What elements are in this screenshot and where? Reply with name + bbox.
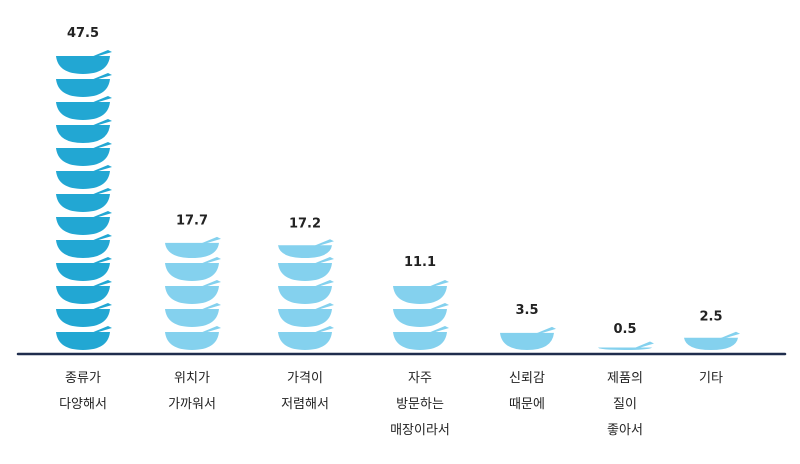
bar-6: [598, 341, 654, 350]
bar-3: [278, 239, 334, 350]
category-label: 제품의: [607, 371, 643, 386]
bowl-icon: [56, 171, 110, 189]
spoon-icon: [91, 142, 112, 150]
category-label: 기타: [699, 371, 723, 386]
bowl-icon: [56, 56, 110, 74]
bowl-icon: [393, 309, 447, 327]
bowl-icon: [500, 332, 554, 350]
spoon-icon: [91, 165, 112, 173]
bowl-icon: [684, 337, 738, 350]
spoon-icon: [428, 280, 449, 288]
category-label: 가까워서: [168, 397, 216, 412]
spoon-icon: [313, 257, 334, 265]
spoon-icon: [91, 303, 112, 311]
spoon-icon: [91, 280, 112, 288]
bowl-icon: [278, 309, 332, 327]
bars-layer: [56, 50, 740, 350]
category-label: 다양해서: [59, 397, 107, 412]
spoon-icon: [91, 257, 112, 265]
bowl-icon: [278, 286, 332, 304]
bowl-icon: [393, 332, 447, 350]
spoon-icon: [91, 326, 112, 334]
category-label: 저렴해서: [281, 397, 329, 412]
value-label: 17.2: [289, 217, 321, 232]
category-label: 매장이라서: [390, 423, 450, 438]
spoon-icon: [428, 326, 449, 334]
spoon-icon: [91, 188, 112, 196]
bowl-icon: [278, 263, 332, 281]
spoon-icon: [633, 341, 654, 349]
spoon-icon: [428, 303, 449, 311]
spoon-icon: [200, 257, 221, 265]
category-label: 방문하는: [396, 397, 444, 412]
category-label: 신뢰감: [509, 371, 545, 386]
bowl-icon: [56, 309, 110, 327]
spoon-icon: [91, 96, 112, 104]
bowl-icon: [165, 242, 219, 258]
bar-5: [500, 326, 556, 350]
bowl-icon: [393, 286, 447, 304]
bar-4: [393, 280, 449, 350]
spoon-icon: [91, 50, 112, 58]
spoon-icon: [313, 239, 334, 247]
value-label: 47.5: [67, 26, 99, 41]
spoon-icon: [313, 326, 334, 334]
bowl-icon: [56, 217, 110, 235]
bowl-icon: [56, 263, 110, 281]
value-label: 2.5: [699, 309, 722, 324]
category-label: 위치가: [174, 371, 210, 386]
bowl-icon: [165, 263, 219, 281]
spoon-icon: [91, 234, 112, 242]
category-label: 때문에: [509, 397, 545, 412]
spoon-icon: [91, 73, 112, 81]
bowl-icon: [598, 347, 652, 350]
category-label: 좋아서: [607, 423, 643, 438]
bowl-icon: [56, 240, 110, 258]
category-label: 가격이: [287, 371, 323, 386]
value-label: 17.7: [176, 214, 208, 229]
spoon-icon: [91, 211, 112, 219]
bowl-icon: [278, 332, 332, 350]
value-label: 0.5: [613, 322, 636, 337]
bar-2: [165, 236, 221, 350]
bar-7: [684, 331, 740, 350]
bowl-icon: [165, 309, 219, 327]
bowl-icon: [56, 102, 110, 120]
spoon-icon: [200, 236, 221, 244]
spoon-icon: [719, 331, 740, 339]
category-label: 자주: [408, 371, 432, 386]
bowl-icon: [165, 332, 219, 350]
value-label: 11.1: [404, 255, 436, 270]
spoon-icon: [313, 303, 334, 311]
bowl-icon: [56, 194, 110, 212]
value-label: 3.5: [515, 303, 538, 318]
category-label: 종류가: [65, 371, 101, 386]
spoon-icon: [91, 119, 112, 127]
spoon-icon: [200, 303, 221, 311]
category-label: 질이: [613, 397, 637, 412]
spoon-icon: [313, 280, 334, 288]
spoon-icon: [200, 280, 221, 288]
spoon-icon: [535, 326, 556, 334]
bowl-icon: [56, 79, 110, 97]
bowl-icon: [56, 125, 110, 143]
bowl-icon: [278, 245, 332, 258]
bowl-icon: [56, 332, 110, 350]
bowl-icon: [165, 286, 219, 304]
bowl-icon: [56, 148, 110, 166]
bowl-icon: [56, 286, 110, 304]
bar-1: [56, 50, 112, 350]
spoon-icon: [200, 326, 221, 334]
